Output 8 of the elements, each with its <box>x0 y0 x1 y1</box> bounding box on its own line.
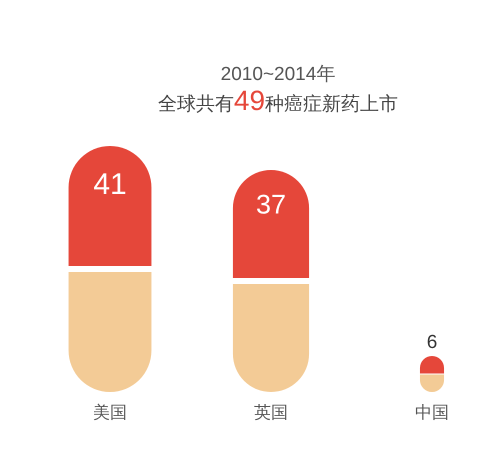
data-label: 41 <box>93 168 127 201</box>
x-tick-label: 美国 <box>93 403 127 422</box>
x-tick-label: 中国 <box>415 403 449 422</box>
chart-title: 2010~2014年 <box>220 64 336 85</box>
x-tick-label: 英国 <box>254 403 288 422</box>
chart-subtitle: 全球共有49种癌症新药上市 <box>158 85 398 116</box>
data-label: 6 <box>426 332 438 353</box>
data-label: 37 <box>256 190 286 220</box>
